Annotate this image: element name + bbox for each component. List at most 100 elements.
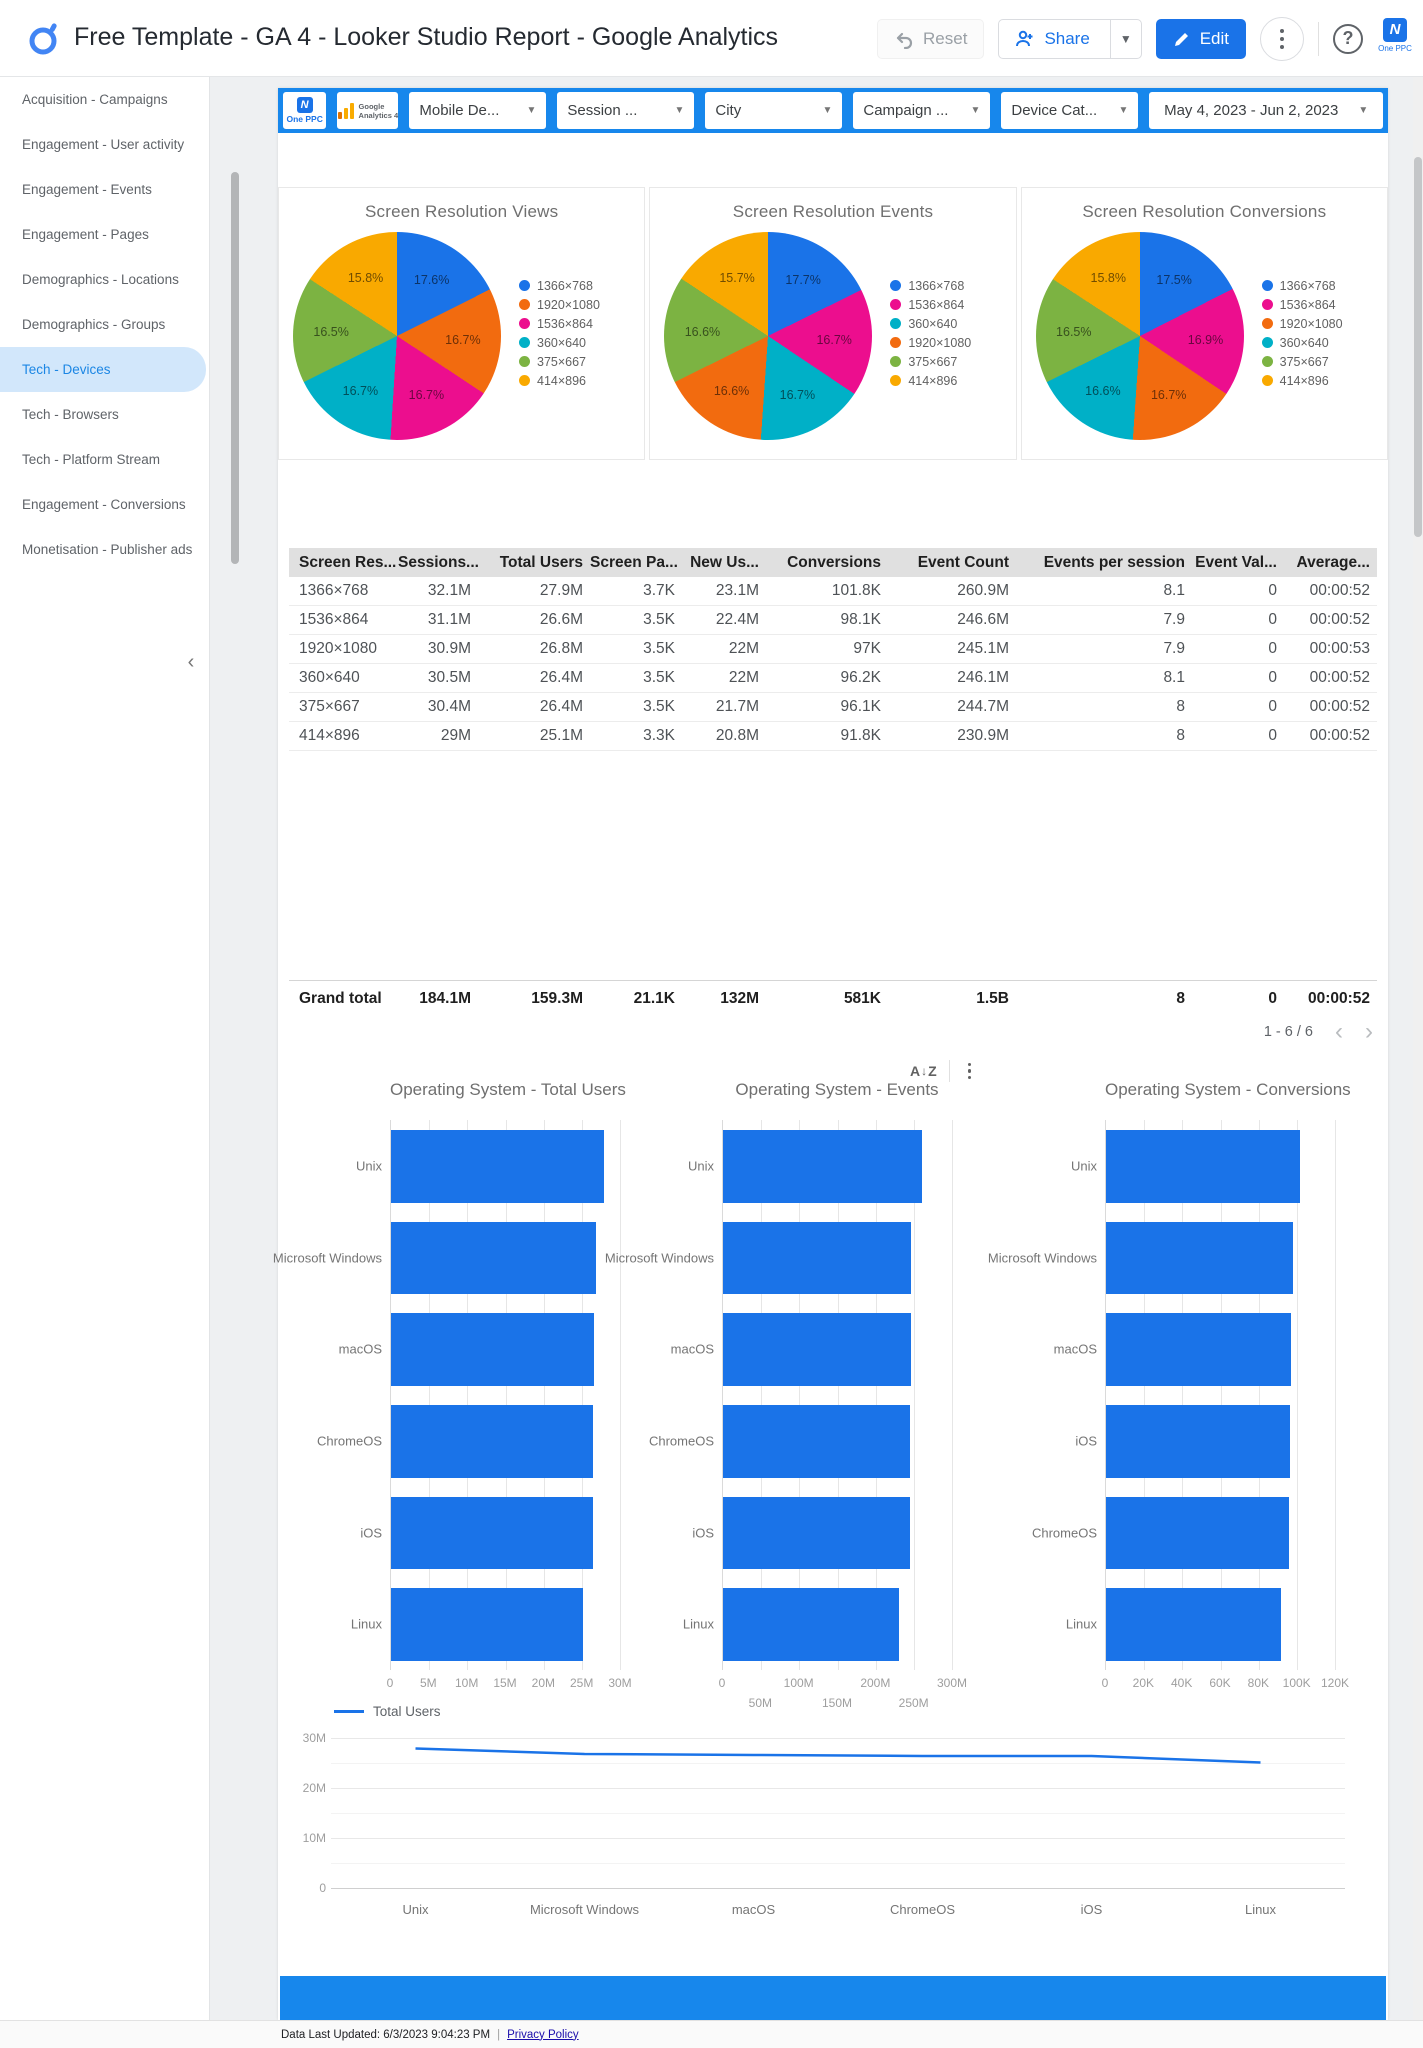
column-header-sessions[interactable]: Sessions... (398, 553, 478, 571)
gridline (467, 1120, 469, 1670)
bar-ios[interactable] (391, 1496, 593, 1570)
legend-dot-icon (519, 375, 530, 386)
table-row[interactable]: 360×640 30.5M 26.4M 3.5K 22M 96.2K 246.1M 8.1 0 0… (289, 664, 1377, 693)
legend-dot-icon (519, 356, 530, 367)
bar-microsoft-windows[interactable] (391, 1221, 596, 1295)
reset-button[interactable]: Reset (877, 18, 985, 59)
sort-az-button[interactable]: A ↓ Z (910, 1063, 937, 1079)
table-cell: 360×640 (299, 669, 360, 686)
table-cell: 7.9 (1163, 611, 1185, 628)
x-tick-label: 50M (748, 1696, 772, 1710)
sidebar-item-demographics-groups[interactable]: Demographics - Groups (22, 317, 166, 332)
sidebar-item-engagement-events[interactable]: Engagement - Events (22, 182, 152, 197)
legend-label: 414×896 (908, 373, 958, 388)
bar-ios[interactable] (723, 1496, 910, 1570)
one-ppc-brand-tile[interactable]: N One PPC (283, 92, 327, 129)
column-header-total-users[interactable]: Total Users (499, 553, 583, 571)
table-row[interactable]: 414×896 29M 25.1M 3.3K 20.8M 91.8K 230.9M 8 0 00:… (289, 722, 1377, 751)
bar-macos[interactable] (391, 1313, 595, 1386)
column-header-screen-res[interactable]: Screen Res... (299, 553, 397, 571)
pie-chart[interactable]: 17.5% 16.9% 16.7% 16.6% 16.5% 15.8% (1035, 232, 1244, 440)
sidebar-item-demographics-locations[interactable]: Demographics - Locations (22, 272, 179, 287)
table-cell: 30.5M (427, 669, 471, 686)
share-button[interactable]: Share ▼ (998, 18, 1142, 59)
sidebar-item-tech-devices[interactable]: Tech - Devices (0, 347, 206, 392)
sidebar-item-engagement-conversions[interactable]: Engagement - Conversions (22, 497, 186, 512)
ga4-brand-tile[interactable]: Google Analytics 4 (337, 92, 399, 129)
chart-options-button[interactable] (962, 1061, 978, 1082)
pie-chart[interactable]: 17.7% 16.7% 16.7% 16.6% 16.6% 15.7% (664, 232, 873, 440)
pie-slice-label: 16.7% (445, 332, 481, 347)
bar-unix[interactable] (391, 1130, 604, 1203)
date-range-value: May 4, 2023 - Jun 2, 2023 (1164, 102, 1339, 119)
date-range-chip[interactable]: May 4, 2023 - Jun 2, 2023 ▼ (1149, 92, 1383, 129)
bar-unix[interactable] (1106, 1130, 1301, 1203)
table-row[interactable]: 1536×864 31.1M 26.6M 3.5K 22.4M 98.1K 246.6M 7.… (289, 606, 1377, 635)
pie-slice-label: 17.5% (1156, 272, 1192, 287)
more-options-button[interactable] (1260, 16, 1304, 61)
window-scrollbar-thumb[interactable] (1414, 157, 1422, 537)
column-header-conversions[interactable]: Conversions (787, 553, 881, 571)
column-header-event-count[interactable]: Event Count (917, 553, 1009, 571)
pie-chart[interactable]: 17.6% 16.7% 16.7% 16.7% 16.5% 15.8% (293, 232, 501, 440)
content-scrollbar[interactable] (231, 172, 239, 564)
account-avatar[interactable]: N One PPC (1377, 17, 1413, 60)
filter-chip-session[interactable]: Session ... ▼ (557, 92, 695, 129)
bar-macos[interactable] (723, 1313, 911, 1386)
bar-microsoft-windows[interactable] (1106, 1221, 1294, 1295)
x-tick-label: 300M (936, 1676, 968, 1690)
column-header-screen-pa[interactable]: Screen Pa... (590, 553, 678, 571)
legend-dot-icon (1261, 318, 1273, 329)
bar-chromeos[interactable] (723, 1405, 911, 1478)
pie-charts-row: Screen Resolution Views 17.6% 16.7% 16.7% 16… (278, 187, 1388, 460)
column-header-events-per-session[interactable]: Events per session (1043, 553, 1185, 571)
filter-chip-city[interactable]: City ▼ (705, 92, 843, 129)
table-row[interactable]: 375×667 30.4M 26.4M 3.5K 21.7M 96.1K 244.7M 8 0 0… (289, 693, 1377, 722)
screen-resolution-table[interactable]: Screen Res... Sessions... Total Users Scree… (289, 548, 1377, 1060)
column-header-event-val[interactable]: Event Val... (1195, 553, 1277, 571)
bar-linux[interactable] (1106, 1588, 1282, 1661)
bar-linux[interactable] (391, 1588, 583, 1661)
legend-label: 1920×1080 (908, 335, 972, 350)
window-scrollbar-track (1413, 77, 1423, 2048)
sidebar-collapse-button[interactable]: ‹ (187, 650, 195, 673)
share-dropdown-caret[interactable]: ▼ (1109, 18, 1141, 59)
sidebar-item-tech-platform-stream[interactable]: Tech - Platform Stream (22, 452, 161, 467)
help-button[interactable]: ? (1333, 23, 1363, 54)
bar-chromeos[interactable] (1106, 1496, 1290, 1570)
table-cell: 101.8K (831, 582, 881, 599)
edit-button[interactable]: Edit (1155, 18, 1246, 59)
table-cell: 96.2K (840, 669, 881, 686)
data-last-updated: Data Last Updated: 6/3/2023 9:04:23 PM (281, 2028, 491, 2041)
bar-unix[interactable] (723, 1130, 923, 1203)
privacy-policy-link[interactable]: Privacy Policy (507, 2028, 579, 2041)
bar-ios[interactable] (1106, 1405, 1290, 1478)
table-row[interactable]: 1366×768 32.1M 27.9M 3.7K 23.1M 101.8K 260.9M 8… (289, 577, 1377, 606)
sidebar-item-engagement-user-activity[interactable]: Engagement - User activity (22, 137, 185, 152)
filter-chip-campaign[interactable]: Campaign ... ▼ (853, 92, 991, 129)
next-page-icon[interactable]: › (1365, 1018, 1373, 1045)
edit-label: Edit (1199, 28, 1229, 48)
bar-chromeos[interactable] (391, 1405, 593, 1478)
pie-slice-label: 16.6% (1085, 383, 1121, 398)
sidebar-item-acquisition-campaigns[interactable]: Acquisition - Campaigns (22, 92, 168, 107)
column-header-average[interactable]: Average... (1296, 553, 1370, 571)
sidebar-item-tech-browsers[interactable]: Tech - Browsers (22, 407, 119, 422)
ga4-label-line2: Analytics 4 (358, 110, 399, 120)
bar-microsoft-windows[interactable] (723, 1221, 912, 1295)
chart-toolbar: A ↓ Z (910, 1060, 977, 1082)
bar-linux[interactable] (723, 1588, 900, 1661)
table-cell: 91.8K (840, 727, 881, 744)
table-row[interactable]: 1920×1080 30.9M 26.8M 3.5K 22M 97K 245.1M 7.9 0 0… (289, 635, 1377, 664)
filter-chip-device-cat[interactable]: Device Cat... ▼ (1001, 92, 1139, 129)
sidebar-item-engagement-pages[interactable]: Engagement - Pages (22, 227, 149, 242)
y-tick-label: 20M (302, 1781, 326, 1795)
previous-page-icon[interactable]: ‹ (1335, 1018, 1343, 1045)
pie-slice-label: 17.6% (413, 272, 450, 287)
column-header-new-us[interactable]: New Us... (690, 553, 759, 571)
y-tick-label: 30M (302, 1731, 326, 1745)
bar-macos[interactable] (1106, 1313, 1292, 1386)
sidebar-item-monetisation-publisher-ads[interactable]: Monetisation - Publisher ads (22, 542, 193, 557)
filter-chip-mobile-de[interactable]: Mobile De... ▼ (409, 92, 547, 129)
legend-item: 360×640 (519, 333, 600, 352)
